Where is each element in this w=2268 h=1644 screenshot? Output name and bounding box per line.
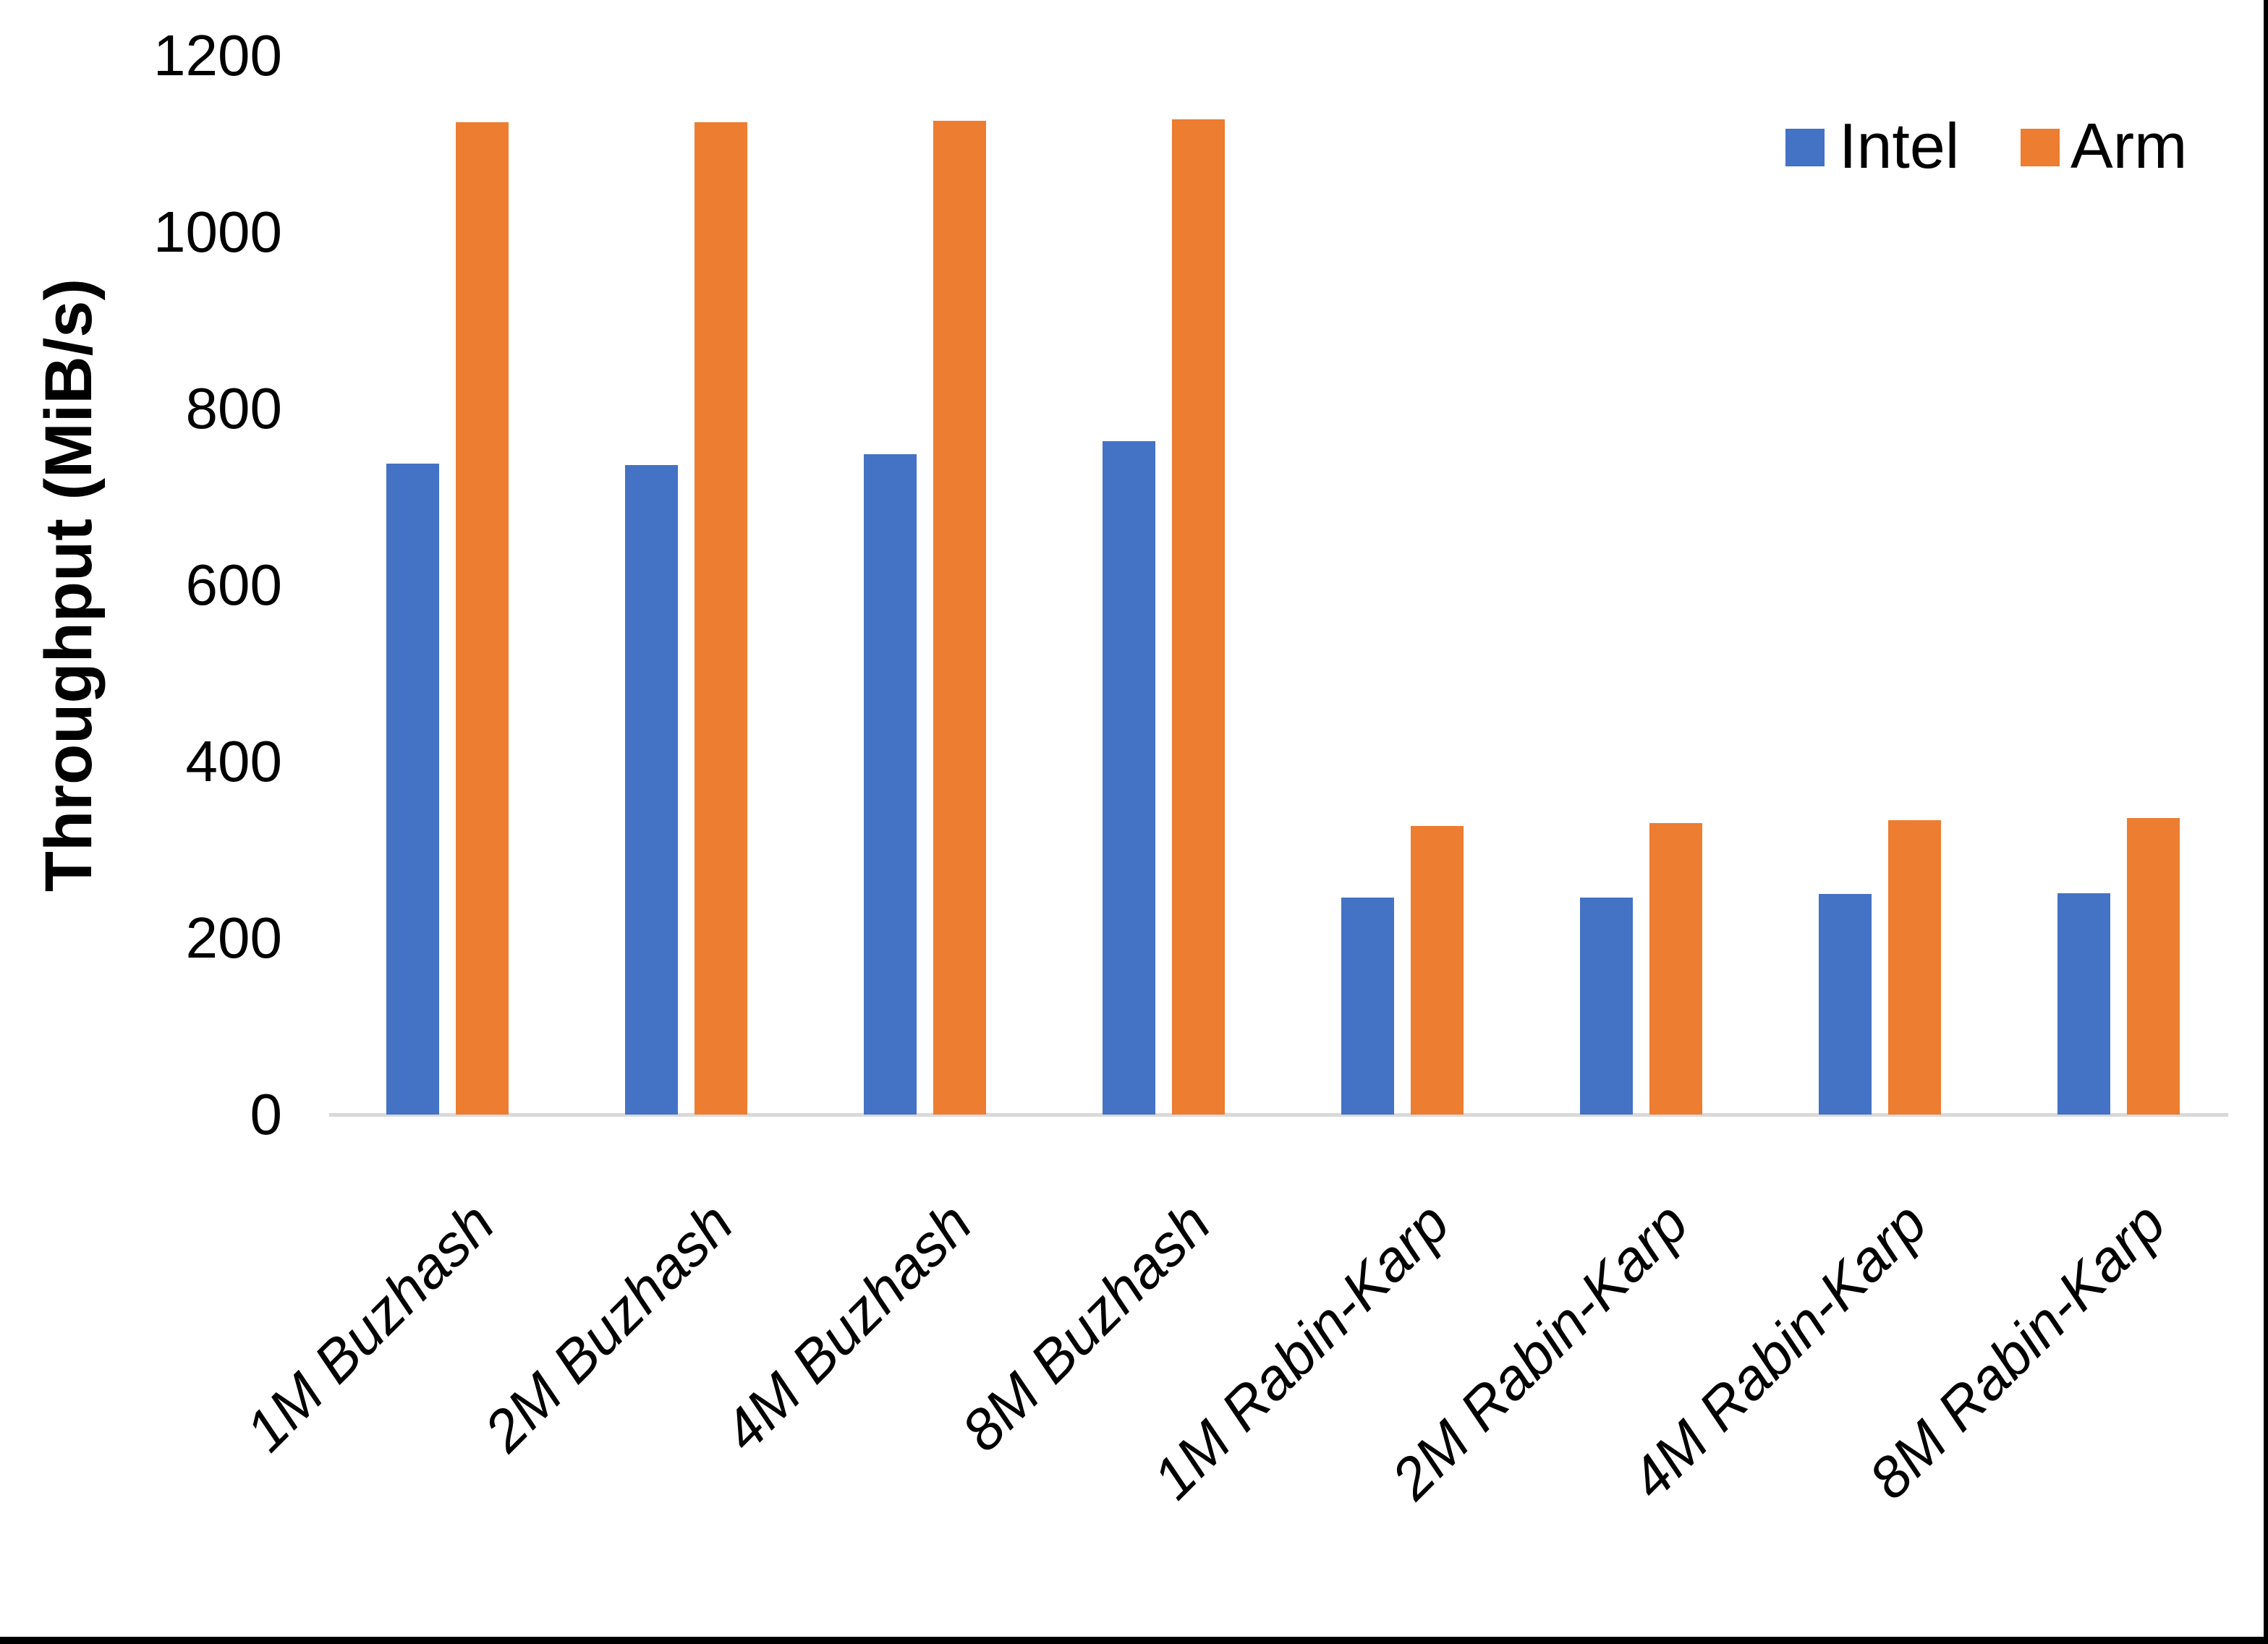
bar-arm-1m-rabin-karp xyxy=(1411,826,1464,1115)
bar-arm-4m-rabin-karp xyxy=(1888,819,1941,1115)
bar-intel-1m-rabin-karp xyxy=(1341,897,1394,1115)
bar-arm-4m-buzhash xyxy=(933,121,986,1115)
bar-intel-1m-buzhash xyxy=(386,463,439,1115)
y-tick-label-0: 0 xyxy=(250,1082,283,1146)
bar-intel-8m-buzhash xyxy=(1103,441,1155,1115)
legend-swatch-intel xyxy=(1785,129,1825,166)
bar-intel-4m-rabin-karp xyxy=(1819,894,1872,1115)
y-tick-label-200: 200 xyxy=(185,906,282,970)
x-category-label-1m-buzhash: 1M Buzhash xyxy=(232,1190,506,1464)
bar-arm-1m-buzhash xyxy=(456,122,509,1115)
legend-label-arm: Arm xyxy=(2070,110,2188,182)
y-tick-label-1000: 1000 xyxy=(153,200,282,264)
x-axis-line xyxy=(329,1113,2228,1117)
y-tick-label-600: 600 xyxy=(185,553,282,617)
bar-intel-2m-buzhash xyxy=(625,465,678,1115)
y-tick-label-400: 400 xyxy=(185,729,282,793)
bar-arm-8m-buzhash xyxy=(1172,119,1225,1115)
bar-arm-8m-rabin-karp xyxy=(2127,818,2180,1115)
bar-intel-8m-rabin-karp xyxy=(2057,893,2110,1115)
bar-arm-2m-buzhash xyxy=(695,122,747,1115)
legend-swatch-arm xyxy=(2021,129,2060,166)
screenshot-bottom-border xyxy=(0,1637,2268,1644)
screenshot-right-border xyxy=(2264,0,2268,1644)
bar-intel-2m-rabin-karp xyxy=(1580,897,1633,1115)
bar-intel-4m-buzhash xyxy=(864,454,917,1115)
y-tick-label-1200: 1200 xyxy=(153,23,282,88)
legend-label-intel: Intel xyxy=(1839,110,1960,182)
bar-arm-2m-rabin-karp xyxy=(1649,823,1702,1115)
y-tick-label-800: 800 xyxy=(185,376,282,440)
